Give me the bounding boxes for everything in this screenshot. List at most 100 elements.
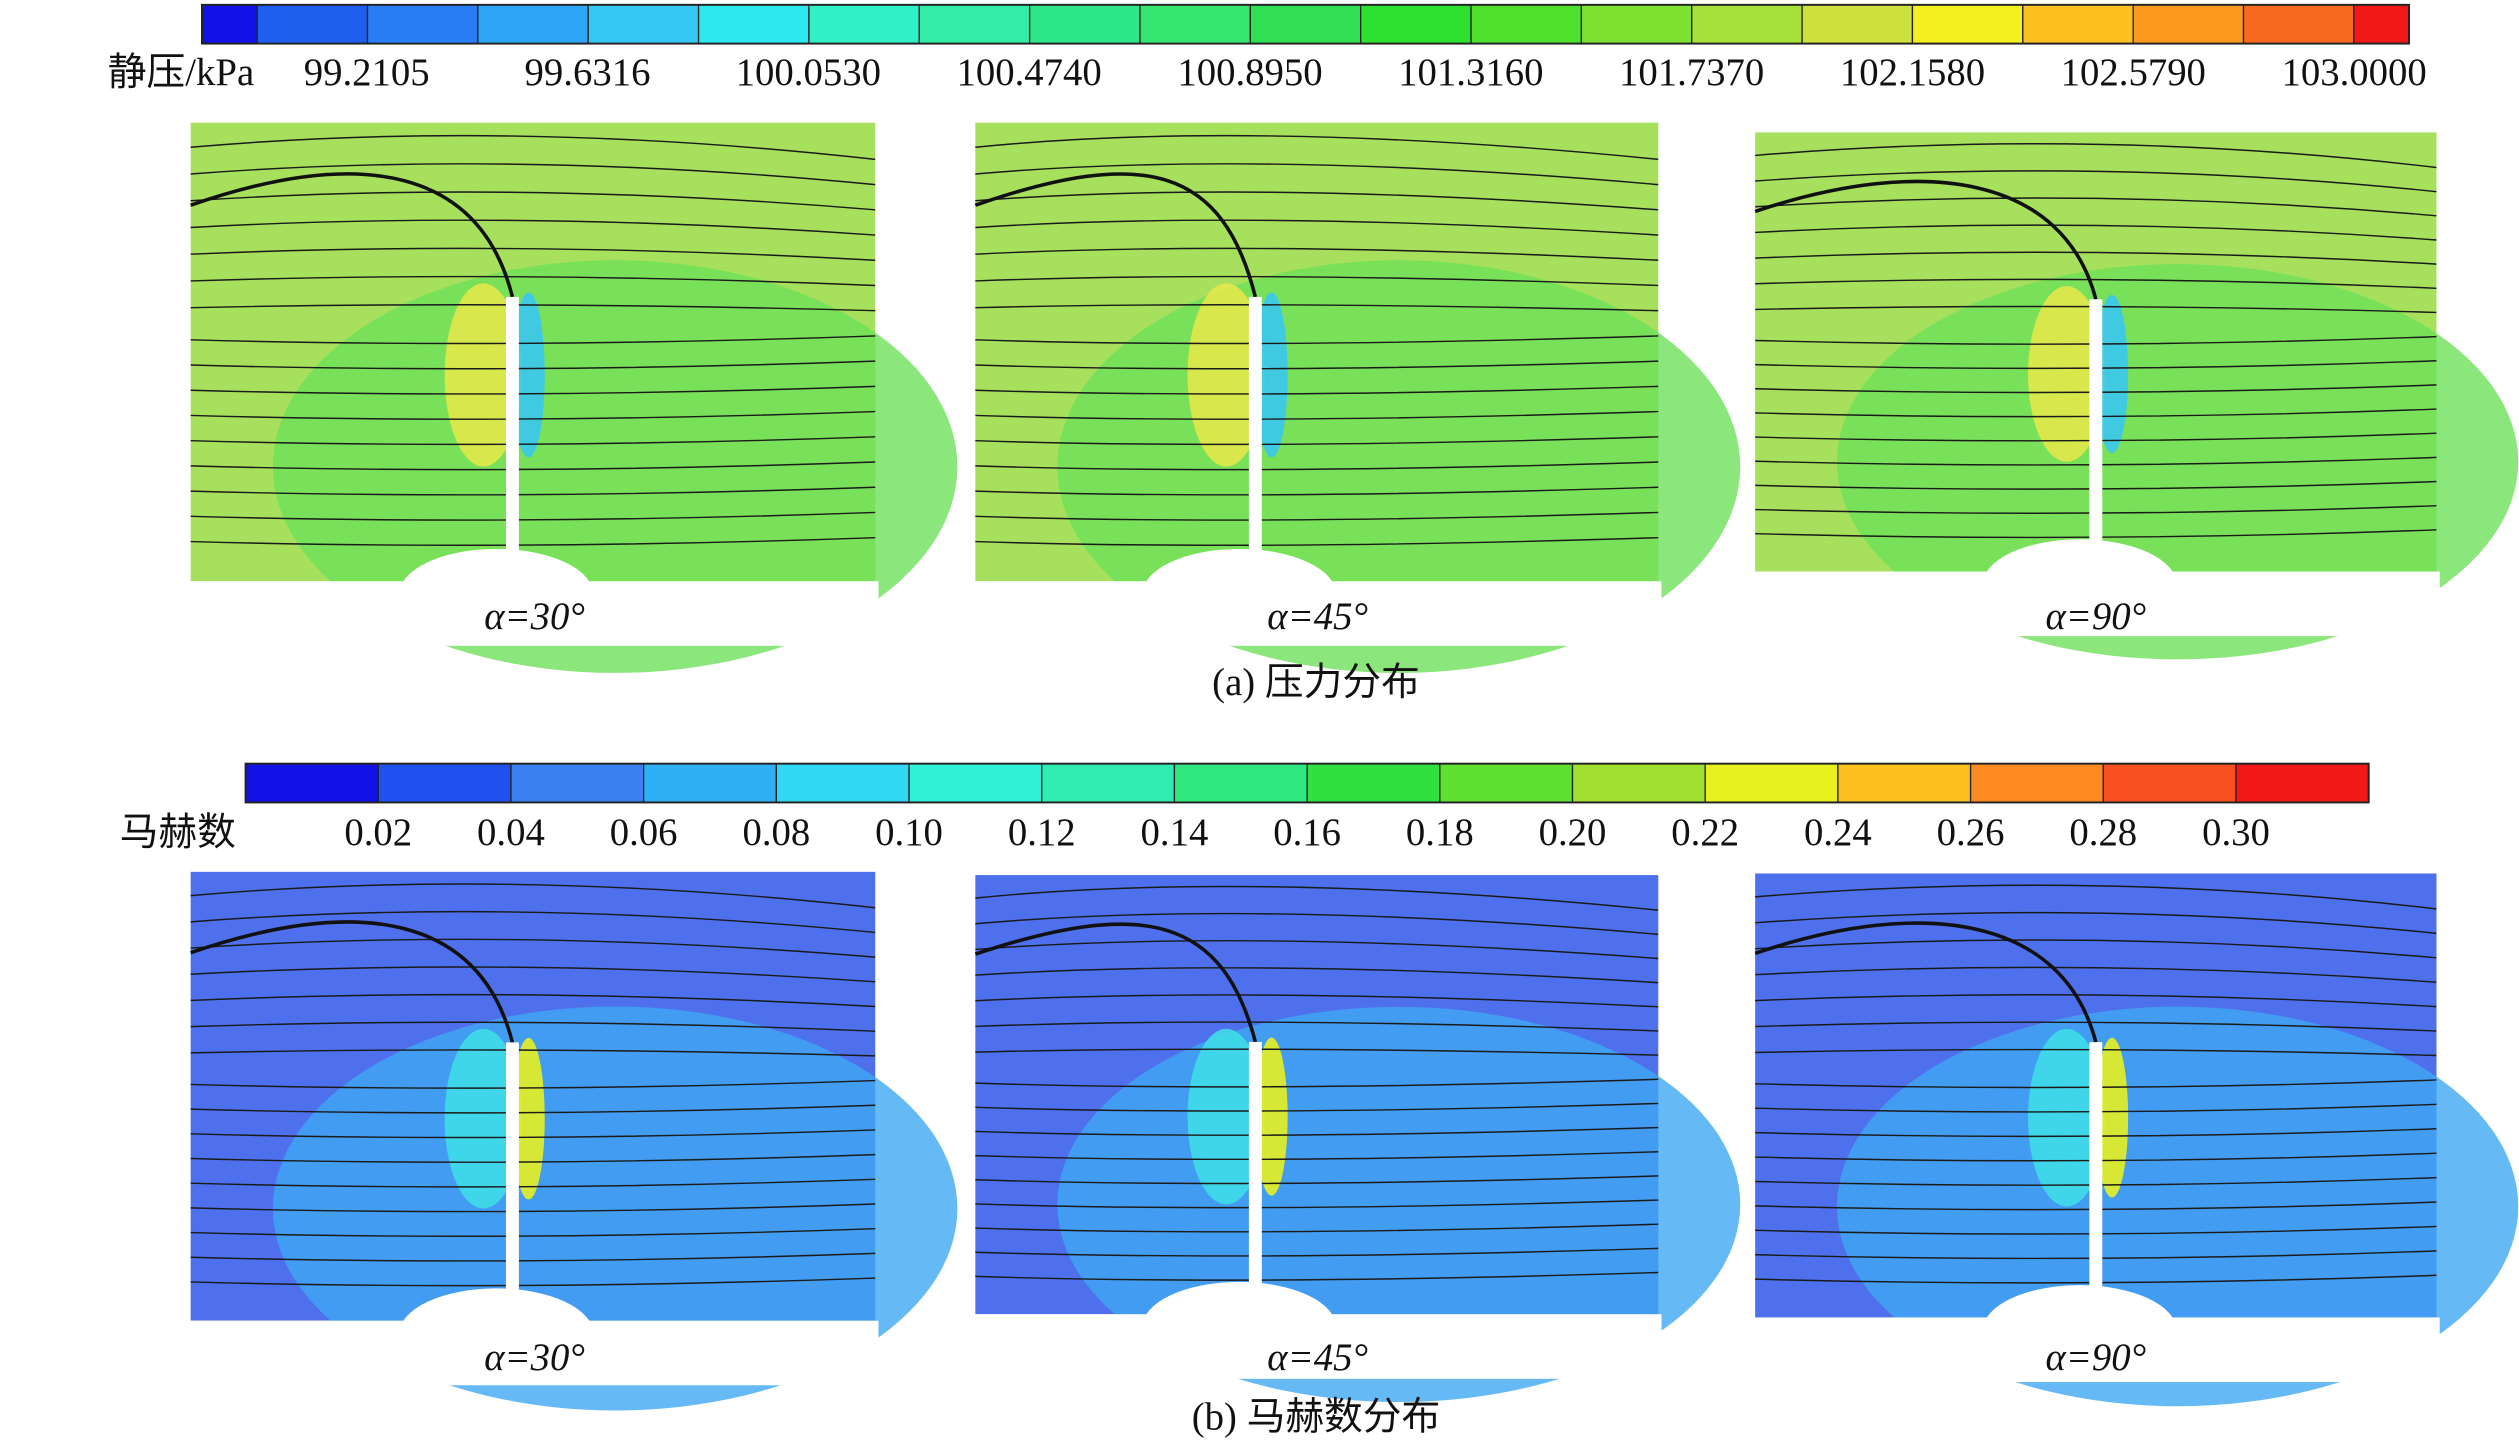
streamline bbox=[975, 247, 1659, 261]
panel-clip bbox=[972, 1314, 1662, 1379]
contour-region bbox=[2028, 1028, 2106, 1207]
streamline bbox=[190, 1277, 876, 1287]
panel-clip bbox=[972, 581, 1662, 646]
colorbar-band bbox=[2235, 763, 2370, 804]
colorbar-band bbox=[2242, 4, 2355, 45]
colorbar-band bbox=[1801, 4, 1914, 45]
colorbar-label: 静压/kPa bbox=[108, 51, 254, 94]
streamline bbox=[190, 1079, 876, 1089]
streamline bbox=[975, 385, 1659, 395]
colorbar-band bbox=[918, 4, 1031, 45]
colorbar-tick-label: 0.08 bbox=[742, 811, 810, 854]
streamline bbox=[1755, 170, 2437, 193]
streamline bbox=[190, 1252, 876, 1262]
colorbar-band bbox=[1041, 763, 1176, 804]
streamline bbox=[190, 335, 876, 345]
colorbar-band bbox=[201, 4, 258, 45]
streamline bbox=[190, 966, 876, 983]
colorbar-band bbox=[808, 4, 920, 45]
panel-caption: α=90° bbox=[2045, 1336, 2146, 1379]
colorbar-band bbox=[697, 4, 810, 45]
colorbar-band bbox=[244, 763, 379, 804]
panel-clip bbox=[1751, 571, 2440, 637]
colorbar-tick-label: 0.06 bbox=[610, 811, 678, 854]
panel-caption: α=45° bbox=[1267, 1336, 1368, 1379]
streamline bbox=[190, 486, 876, 496]
vortex-streamline bbox=[974, 922, 1258, 1043]
colorbar-band bbox=[2022, 4, 2134, 45]
streamline bbox=[975, 885, 1659, 911]
colorbar-band bbox=[1571, 763, 1706, 804]
contour-region bbox=[512, 292, 545, 458]
contour-panel bbox=[1751, 132, 2519, 660]
colorbar-frame bbox=[244, 762, 2370, 804]
colorbar-tick-label: 0.26 bbox=[1937, 811, 2005, 854]
streamline bbox=[190, 883, 876, 909]
streamline bbox=[190, 1178, 876, 1188]
streamline bbox=[975, 1271, 1659, 1281]
colorbar-band bbox=[1704, 763, 1839, 804]
colorbar-band bbox=[1306, 763, 1441, 804]
contour-panel bbox=[187, 871, 958, 1411]
streamline bbox=[975, 939, 1659, 960]
streamline bbox=[975, 335, 1659, 345]
streamline bbox=[975, 1021, 1659, 1032]
streamline bbox=[975, 219, 1659, 236]
streamline bbox=[190, 1129, 876, 1139]
colorbar-tick-label: 0.30 bbox=[2202, 811, 2270, 854]
colorbar-band bbox=[510, 763, 645, 804]
streamline bbox=[1755, 1021, 2437, 1032]
colorbar-band bbox=[477, 4, 589, 45]
colorbar-tick-label: 99.6316 bbox=[525, 51, 651, 94]
streamline bbox=[975, 511, 1659, 521]
colorbar-band bbox=[2132, 4, 2245, 45]
streamline bbox=[975, 1048, 1659, 1056]
colorbar-tick-label: 100.8950 bbox=[1177, 51, 1322, 94]
streamline bbox=[975, 304, 1659, 312]
colorbar-tick-label: 0.18 bbox=[1406, 811, 1474, 854]
colorbar-tick-label: 103.0000 bbox=[2282, 51, 2427, 94]
streamline bbox=[975, 191, 1659, 211]
streamline bbox=[190, 1021, 876, 1032]
colorbar-band bbox=[2102, 763, 2237, 804]
panel-caption: α=90° bbox=[2045, 595, 2146, 638]
streamline bbox=[190, 993, 876, 1008]
panel-clip bbox=[1751, 1317, 2440, 1383]
colorbar-band bbox=[1028, 4, 1141, 45]
streamline bbox=[975, 486, 1659, 496]
colorbar-tick-label: 0.02 bbox=[344, 811, 412, 854]
streamline bbox=[975, 1247, 1659, 1257]
colorbar-label: 马赫数 bbox=[120, 811, 236, 854]
colorbar-tick-label: 0.22 bbox=[1671, 811, 1739, 854]
panel-caption: α=30° bbox=[484, 595, 585, 638]
colorbar-band bbox=[1470, 4, 1583, 45]
streamline bbox=[975, 1151, 1659, 1161]
streamline bbox=[190, 134, 876, 161]
colorbar-band bbox=[1691, 4, 1803, 45]
streamline bbox=[975, 461, 1659, 471]
colorbar-tick-label: 0.12 bbox=[1008, 811, 1076, 854]
colorbar-band bbox=[2353, 4, 2410, 45]
vortex-streamline bbox=[190, 920, 515, 1043]
colorbar-tick-label: 101.7370 bbox=[1619, 51, 1764, 94]
streamline bbox=[190, 410, 876, 420]
contour-panel bbox=[972, 875, 1741, 1403]
colorbar-tick-label: 0.04 bbox=[477, 811, 545, 854]
streamline bbox=[190, 360, 876, 370]
streamline bbox=[975, 536, 1659, 546]
streamline bbox=[975, 1175, 1659, 1185]
colorbar-tick-label: 102.1580 bbox=[1840, 51, 1985, 94]
colorbar-tick-label: 100.0530 bbox=[736, 51, 881, 94]
streamline bbox=[1755, 251, 2437, 265]
colorbar-tick-label: 0.16 bbox=[1273, 811, 1341, 854]
colorbar-band bbox=[366, 4, 479, 45]
contour-region bbox=[1255, 292, 1288, 458]
streamline bbox=[1755, 939, 2437, 959]
colorbar-band bbox=[256, 4, 369, 45]
colorbar-band bbox=[1969, 763, 2104, 804]
blade-plate bbox=[505, 1042, 519, 1321]
colorbar-band bbox=[1139, 4, 1251, 45]
streamline bbox=[1755, 197, 2437, 217]
colorbar-band bbox=[587, 4, 700, 45]
